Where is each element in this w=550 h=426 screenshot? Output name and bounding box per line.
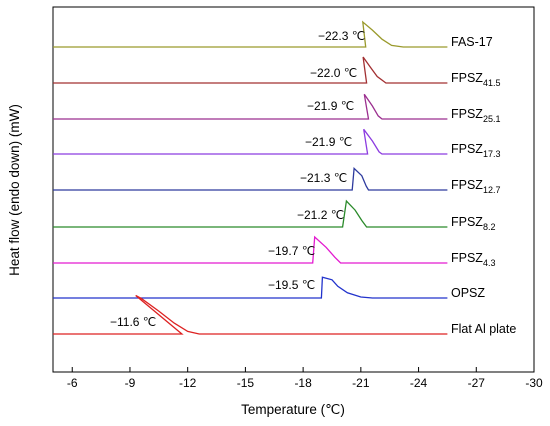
series-label-subscript: 8.2 [483, 222, 496, 232]
series-line-flat-al-plate [53, 294, 448, 335]
series-layer [53, 20, 448, 335]
series-label-flat-al-plate: Flat Al plate [451, 322, 516, 336]
series-line-fpsz41-5 [53, 56, 448, 84]
peak-label-opsz: −19.5 ℃ [268, 278, 315, 292]
x-tick-label: -12 [179, 376, 197, 390]
x-tick-label: -21 [352, 376, 370, 390]
series-line-fpsz4-3 [53, 235, 448, 264]
peak-label-fpsz41-5: −22.0 ℃ [310, 66, 357, 80]
peak-label-fpsz17-3: −21.9 ℃ [305, 135, 352, 149]
x-tick-label: -24 [410, 376, 428, 390]
series-label-subscript: 25.1 [483, 114, 501, 124]
series-line-fpsz17-3 [53, 128, 448, 155]
x-tick-label: -15 [237, 376, 255, 390]
series-line-fpsz12-7 [53, 167, 448, 191]
series-label-subscript: 12.7 [483, 185, 501, 195]
peak-label-fpsz12-7: −21.3 ℃ [300, 171, 347, 185]
series-line-fpsz8-2 [53, 199, 448, 228]
peak-label-fpsz4-3: −19.7 ℃ [268, 244, 315, 258]
series-label-fas-17: FAS-17 [451, 35, 493, 49]
peak-label-fpsz8-2: −21.2 ℃ [297, 208, 344, 222]
series-label-subscript: 4.3 [483, 258, 496, 268]
x-tick-label: -30 [525, 376, 543, 390]
x-tick-label: -27 [468, 376, 486, 390]
peak-label-flat-al-plate: −11.6 ℃ [110, 315, 156, 329]
series-label-subscript: 41.5 [483, 78, 501, 88]
x-axis-ticks: -6 -9 -12 -15 -18 -21 -24 -27 -30 [67, 367, 543, 390]
series-label-opsz: OPSZ [451, 286, 485, 300]
peak-label-fpsz25-1: −21.9 ℃ [307, 99, 354, 113]
x-tick-label: -18 [294, 376, 312, 390]
y-axis-title: Heat flow (endo down) (mW) [7, 104, 22, 276]
series-line-opsz [53, 276, 448, 299]
x-axis-title: Temperature (℃) [241, 402, 345, 417]
peak-label-fas-17: −22.3 ℃ [318, 29, 365, 43]
series-label-subscript: 17.3 [483, 149, 501, 159]
series-line-fpsz25-1 [53, 93, 448, 120]
series-line-fas-17 [53, 20, 448, 48]
x-tick-label: -9 [125, 376, 136, 390]
annotation-layer: −22.3 ℃ −22.0 ℃ −21.9 ℃ −21.9 ℃ −21.3 ℃ −21.2… [110, 29, 365, 329]
x-tick-label: -6 [67, 376, 78, 390]
